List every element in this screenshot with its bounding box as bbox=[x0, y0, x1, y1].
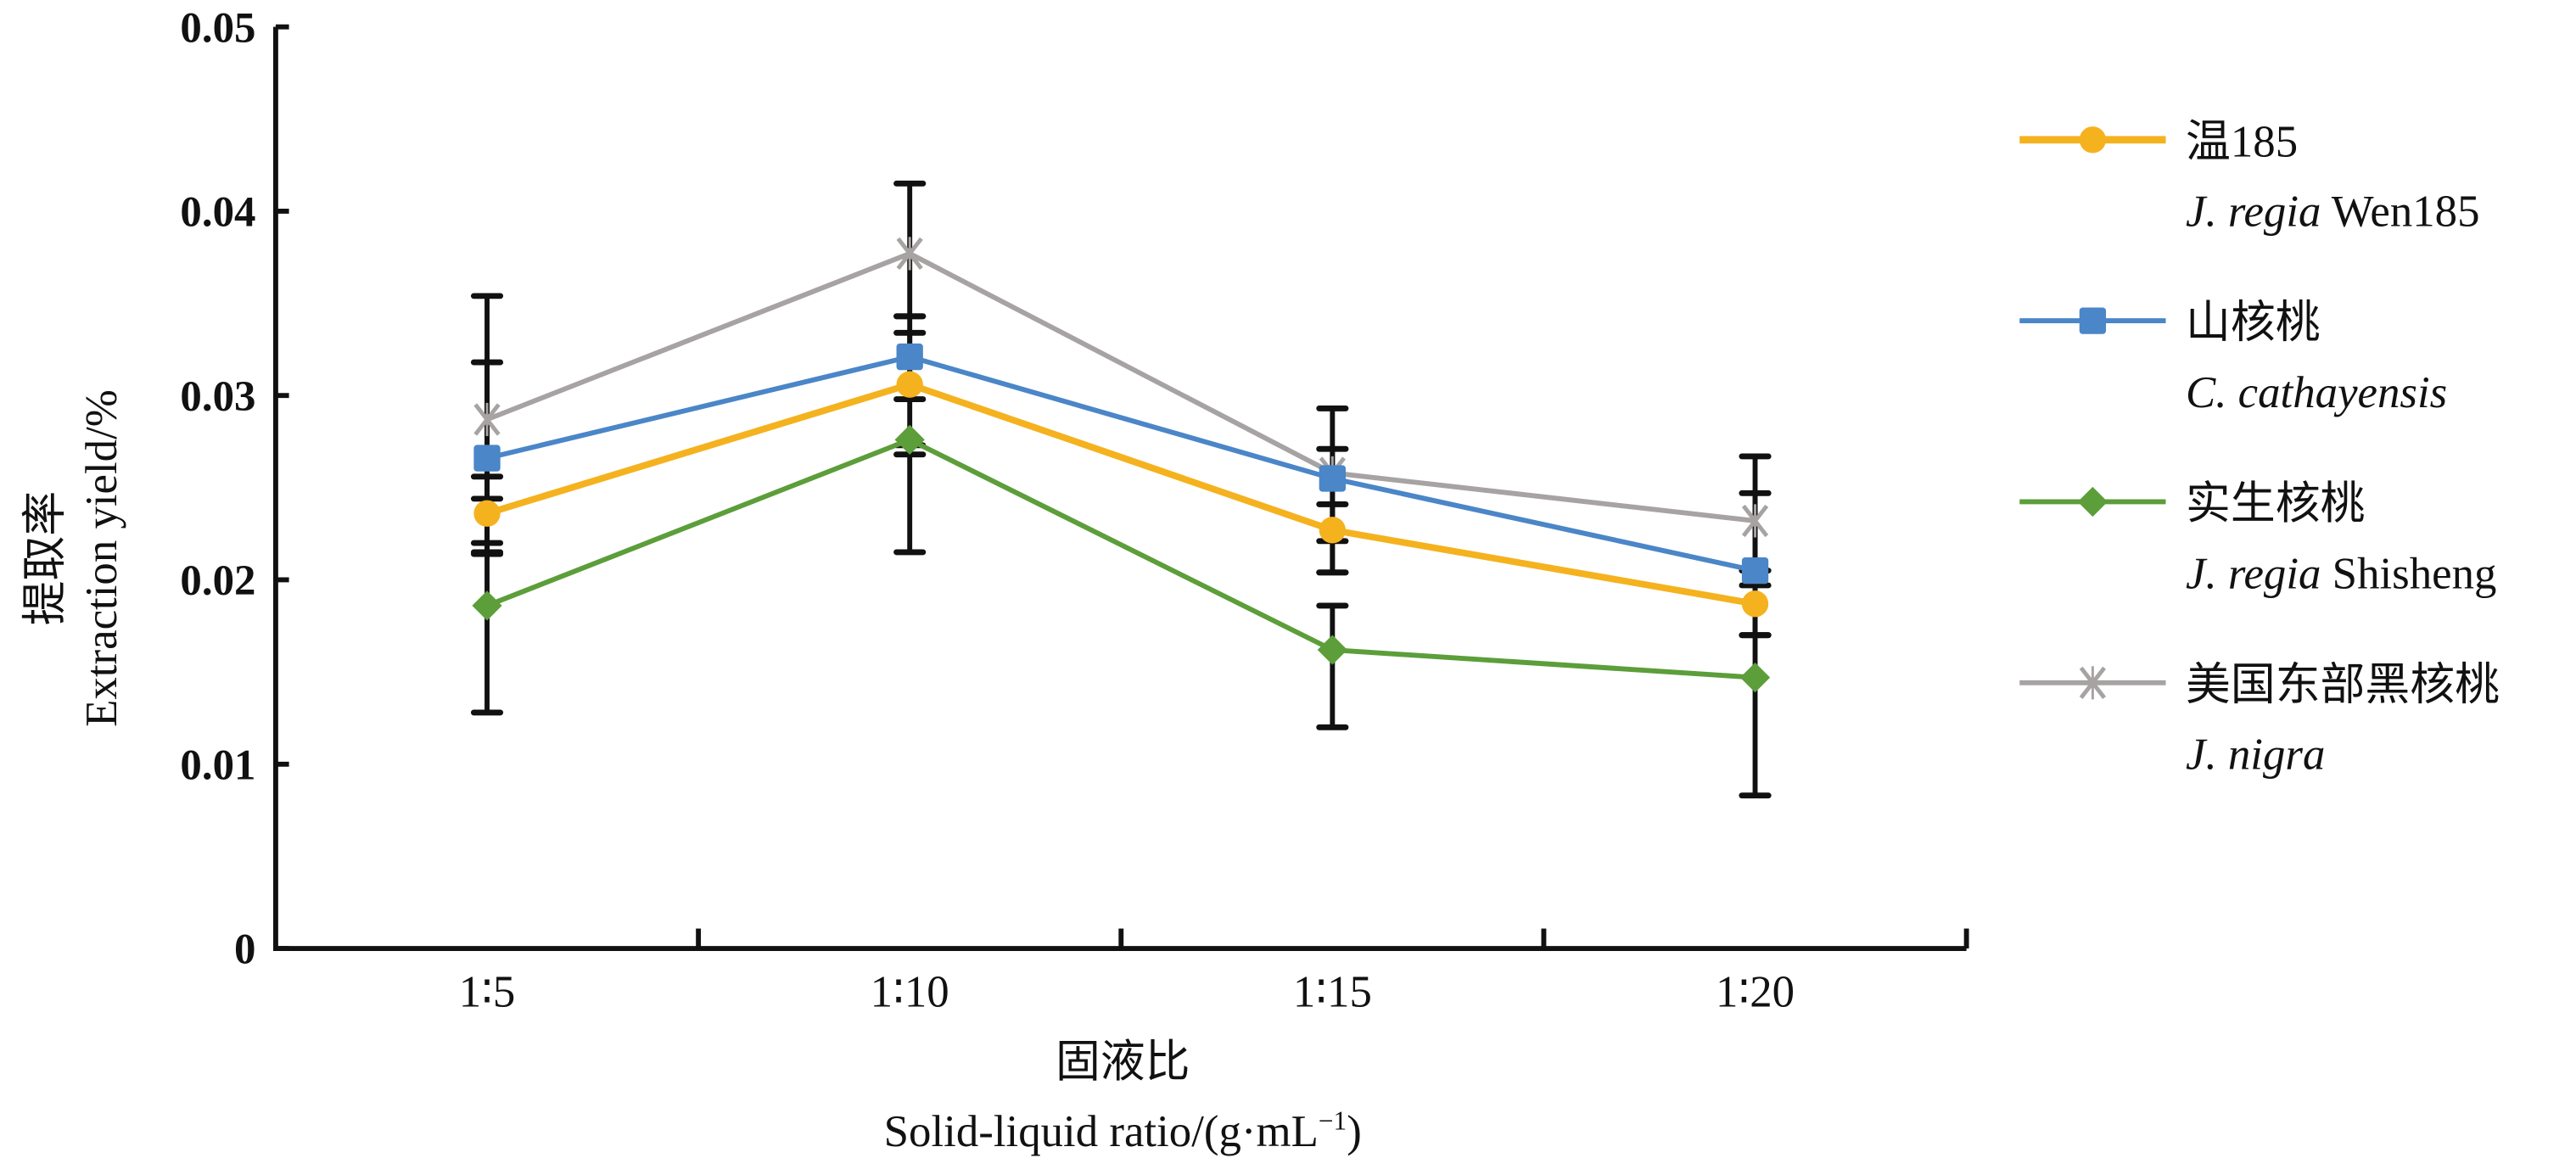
legend-label-zh: 实生核桃 bbox=[2186, 479, 2365, 529]
series-line-3 bbox=[485, 437, 1756, 680]
series-line-2 bbox=[486, 354, 1756, 573]
x-axis-title-sup: −1 bbox=[1319, 1105, 1347, 1135]
x-tick-label: 1∶10 bbox=[871, 968, 949, 1017]
legend-label-en-italic: C. cathayensis bbox=[2186, 368, 2447, 417]
legend-label-en: J. regia Shisheng bbox=[2186, 549, 2496, 598]
y-tick-label: 0.03 bbox=[180, 373, 255, 421]
x-tick-label: 1∶5 bbox=[459, 968, 516, 1017]
legend-item-4: 美国东部黑核桃 J. nigra bbox=[2019, 660, 2500, 780]
y-axis-title-group: 提取率 Extraction yield/% bbox=[20, 389, 126, 727]
series-lines bbox=[485, 250, 1756, 680]
data-point-series-4 bbox=[473, 402, 501, 437]
data-point-series-2 bbox=[1741, 557, 1769, 585]
legend-label-zh: 山核桃 bbox=[2186, 299, 2321, 348]
legend-label-en-italic: J. regia bbox=[2186, 187, 2321, 237]
data-point-series-3 bbox=[1317, 635, 1347, 665]
legend-label-zh: 温185 bbox=[2186, 117, 2298, 166]
x-axis-title: Solid-liquid ratio/(g·mL−1) bbox=[884, 1105, 1362, 1156]
axes bbox=[273, 26, 1967, 951]
legend-label-zh: 美国东部黑核桃 bbox=[2186, 660, 2500, 709]
legend-item-2: 山核桃 C. cathayensis bbox=[2019, 299, 2447, 417]
data-point-series-4 bbox=[1741, 504, 1769, 538]
x-axis-ticks: 1∶5 1∶10 1∶15 1∶20 bbox=[459, 928, 1969, 1017]
legend-label-en: J. nigra bbox=[2186, 730, 2325, 780]
data-point-series-1 bbox=[473, 500, 501, 527]
y-axis-ticks: 0 0.01 0.02 0.03 0.04 0.05 bbox=[180, 4, 289, 974]
x-tick-label: 1∶20 bbox=[1716, 968, 1795, 1017]
y-tick-label: 0.04 bbox=[180, 189, 255, 237]
legend-label-en-italic: J. nigra bbox=[2186, 730, 2325, 780]
y-tick-label: 0.05 bbox=[180, 4, 255, 52]
legend: 温185 J. regia Wen185 山核桃 C. cathayensis 实生核桃… bbox=[2019, 117, 2500, 780]
legend-label-en: C. cathayensis bbox=[2186, 368, 2447, 417]
x-axis-title-close: ) bbox=[1347, 1107, 1362, 1156]
y-tick-label: 0.02 bbox=[180, 557, 255, 605]
legend-marker-circle-icon bbox=[2079, 126, 2107, 154]
x-axis-title-zh: 固液比 bbox=[1056, 1038, 1190, 1087]
data-point-series-2 bbox=[896, 343, 923, 371]
data-point-series-2 bbox=[1319, 465, 1347, 492]
data-point-series-4 bbox=[896, 237, 923, 271]
legend-label-en-italic: J. regia bbox=[2186, 549, 2321, 598]
series-markers bbox=[472, 237, 1771, 693]
data-point-series-3 bbox=[1739, 663, 1771, 693]
y-tick-label: 0 bbox=[234, 926, 255, 974]
x-axis-title-base: Solid-liquid ratio/(g·mL bbox=[884, 1107, 1319, 1156]
data-point-series-3 bbox=[894, 424, 925, 455]
data-point-series-2 bbox=[473, 445, 501, 472]
legend-marker-diamond-icon bbox=[2077, 486, 2108, 517]
legend-label-en: J. regia Wen185 bbox=[2186, 187, 2480, 237]
y-axis-title: Extraction yield/% bbox=[77, 389, 126, 727]
data-point-series-1 bbox=[1319, 517, 1347, 544]
legend-item-1: 温185 J. regia Wen185 bbox=[2019, 117, 2480, 237]
legend-item-3: 实生核桃 J. regia Shisheng bbox=[2019, 479, 2496, 598]
y-tick-label: 0.01 bbox=[180, 741, 255, 789]
legend-marker-square-icon bbox=[2079, 307, 2107, 334]
y-axis-title-zh: 提取率 bbox=[20, 491, 70, 626]
error-bars bbox=[470, 180, 1772, 799]
data-point-series-3 bbox=[472, 590, 502, 621]
legend-label-en-rest: Wen185 bbox=[2321, 187, 2479, 237]
series-line-4 bbox=[485, 250, 1756, 523]
data-point-series-1 bbox=[1741, 590, 1769, 618]
legend-label-en-rest: Shisheng bbox=[2321, 549, 2496, 598]
x-tick-label: 1∶15 bbox=[1293, 968, 1372, 1017]
legend-marker-x-icon bbox=[2079, 666, 2107, 700]
data-point-series-1 bbox=[896, 371, 923, 398]
series-line-1 bbox=[485, 381, 1756, 607]
